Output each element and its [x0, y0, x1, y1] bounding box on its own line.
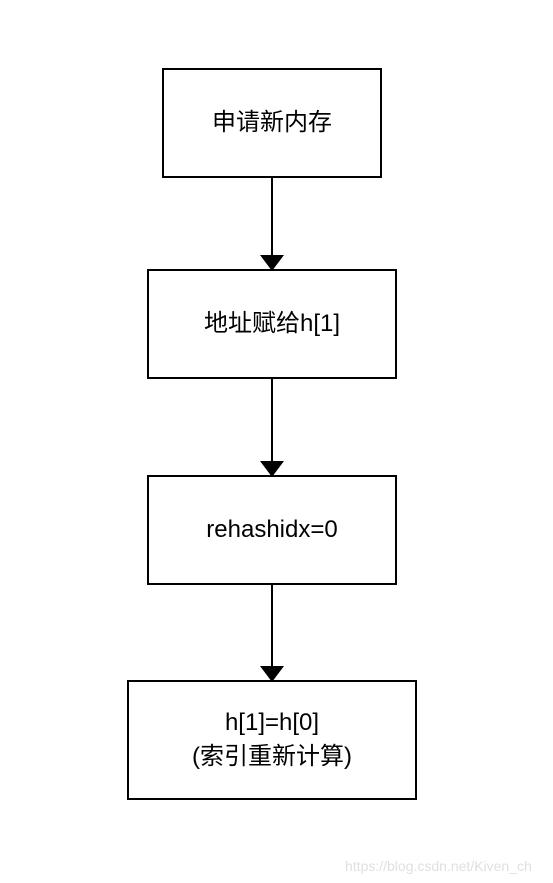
- flow-node-1: 申请新内存: [162, 68, 382, 178]
- watermark-text: https://blog.csdn.net/Kiven_ch: [345, 858, 532, 874]
- watermark-label: https://blog.csdn.net/Kiven_ch: [345, 858, 532, 874]
- flow-node-2-label: 地址赋给h[1]: [204, 307, 340, 341]
- flowchart-container: 申请新内存 地址赋给h[1] rehashidx=0 h[1]=h[0] (索引…: [0, 0, 553, 883]
- flow-node-1-label: 申请新内存: [212, 106, 332, 140]
- flow-node-3: rehashidx=0: [147, 475, 397, 585]
- flow-node-3-label: rehashidx=0: [206, 513, 337, 547]
- flow-node-4: h[1]=h[0] (索引重新计算): [127, 680, 417, 800]
- flow-node-2: 地址赋给h[1]: [147, 269, 397, 379]
- flow-node-4-label: h[1]=h[0] (索引重新计算): [192, 706, 352, 773]
